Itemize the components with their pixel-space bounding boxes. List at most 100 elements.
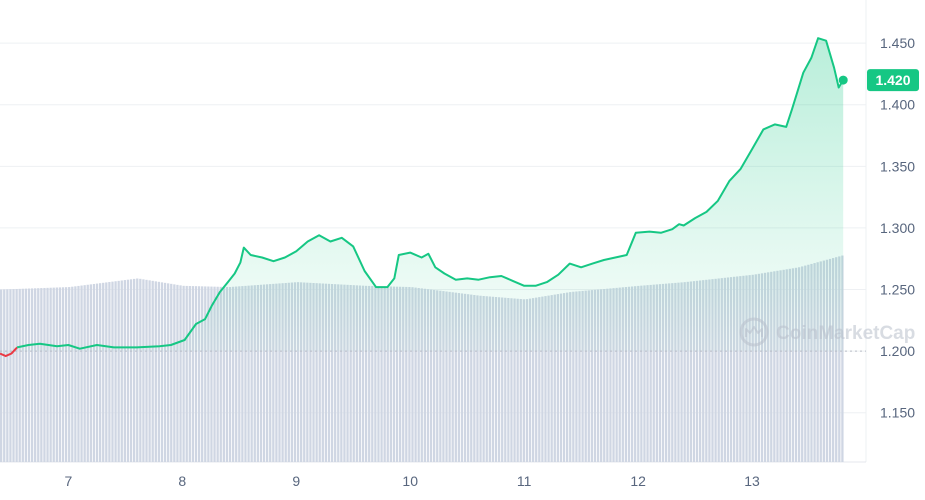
volume-bar	[83, 285, 86, 462]
volume-bar	[841, 255, 844, 462]
volume-bar	[61, 287, 65, 462]
volume-bar	[714, 278, 717, 462]
volume-bar	[575, 291, 578, 462]
volume-bar	[398, 286, 402, 462]
volume-bar	[293, 282, 297, 462]
volume-bar	[324, 283, 328, 462]
volume-bar	[733, 276, 736, 462]
volume-bar	[618, 287, 621, 462]
volume-bar	[383, 286, 386, 462]
volume-bar	[284, 282, 287, 462]
volume-bar	[420, 288, 423, 462]
volume-bar	[640, 285, 643, 462]
volume-bar	[303, 282, 306, 462]
volume-bar	[572, 291, 575, 462]
volume-bar	[191, 286, 195, 462]
volume-bar	[423, 288, 427, 462]
volume-bar	[30, 288, 34, 462]
volume-bar	[448, 291, 451, 462]
volume-bar	[352, 285, 355, 462]
volume-bar	[275, 283, 278, 462]
volume-bar	[411, 287, 414, 462]
volume-bar	[630, 286, 634, 462]
volume-bar	[652, 284, 655, 462]
volume-bar	[513, 298, 516, 462]
watermark: CoinMarketCap	[739, 317, 915, 347]
volume-bar	[751, 274, 754, 462]
volume-bar	[312, 282, 315, 462]
volume-bar	[621, 287, 624, 462]
volume-bar	[476, 295, 479, 462]
volume-bar	[337, 284, 340, 462]
volume-bar	[315, 283, 318, 462]
x-tick-label: 12	[630, 473, 646, 489]
volume-bar	[454, 292, 457, 462]
volume-bar	[182, 285, 185, 462]
volume-bar	[340, 284, 343, 462]
volume-bar	[281, 283, 284, 462]
volume-bar	[550, 295, 553, 462]
volume-bar	[807, 264, 810, 462]
volume-bar	[80, 285, 83, 462]
volume-bar	[584, 290, 587, 462]
volume-bar	[473, 295, 476, 462]
volume-bar	[0, 289, 3, 462]
volume-bar	[151, 280, 154, 462]
volume-bar	[522, 299, 525, 462]
volume-bar	[417, 287, 420, 462]
volume-bar	[683, 282, 686, 462]
volume-bar	[819, 261, 822, 462]
volume-bar	[126, 279, 130, 462]
volume-bar	[318, 283, 321, 462]
volume-bar	[661, 283, 665, 462]
y-tick-label: 1.250	[880, 282, 915, 298]
volume-bar	[95, 283, 99, 462]
volume-bar	[674, 282, 677, 462]
volume-bar	[287, 282, 290, 462]
volume-bar	[791, 268, 795, 462]
volume-bar	[296, 282, 300, 462]
volume-bar	[142, 279, 145, 462]
volume-bar	[531, 298, 535, 462]
volume-bar	[782, 269, 785, 462]
volume-bar	[55, 287, 58, 462]
volume-bar	[649, 284, 652, 462]
volume-bar	[426, 289, 430, 462]
volume-bar	[262, 284, 266, 462]
volume-bar	[167, 283, 170, 462]
volume-bar	[129, 279, 133, 462]
volume-bar	[544, 296, 547, 462]
volume-bar	[71, 286, 74, 462]
volume-bar	[327, 283, 331, 462]
volume-bar	[89, 284, 92, 462]
volume-bar	[726, 277, 730, 462]
volume-bar	[695, 280, 699, 462]
volume-bar	[225, 286, 229, 462]
volume-bar	[18, 288, 21, 462]
volume-bar	[442, 291, 445, 462]
volume-bar	[123, 280, 127, 462]
volume-bar	[739, 276, 742, 462]
volume-bar	[355, 285, 358, 462]
volume-bar	[368, 285, 371, 462]
volume-bar	[253, 285, 256, 462]
volume-bar	[157, 281, 161, 462]
volume-bar	[547, 295, 550, 462]
volume-bar	[231, 286, 235, 462]
volume-bar	[507, 298, 510, 462]
volume-bar	[392, 286, 396, 462]
volume-bar	[838, 256, 841, 462]
y-tick-label: 1.350	[880, 158, 915, 174]
volume-bar	[689, 281, 692, 462]
volume-bar	[265, 284, 269, 462]
volume-bar	[612, 288, 615, 462]
volume-bar	[408, 287, 411, 462]
volume-bar	[581, 290, 584, 462]
volume-bar	[98, 283, 102, 462]
volume-bar	[451, 292, 454, 462]
volume-bar	[235, 286, 238, 462]
volume-bar	[748, 275, 751, 462]
volume-bar	[609, 288, 612, 462]
volume-bar	[386, 286, 389, 462]
